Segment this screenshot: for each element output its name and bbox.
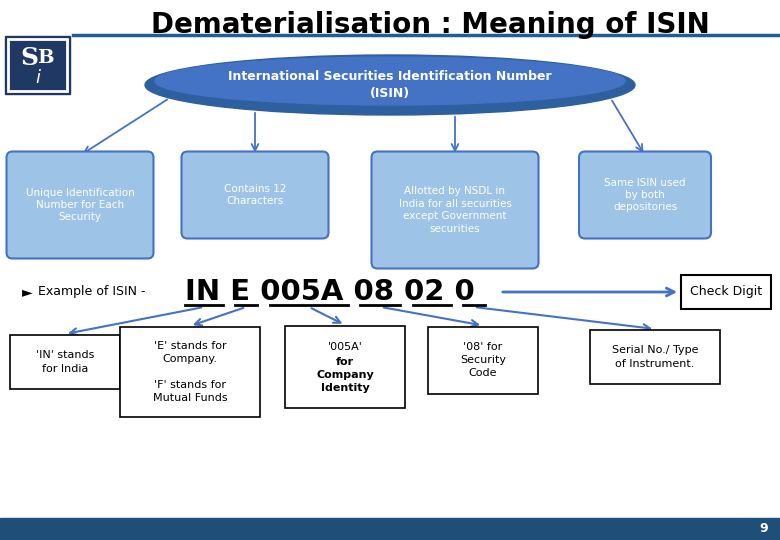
- FancyBboxPatch shape: [590, 330, 720, 384]
- Text: S: S: [20, 46, 38, 70]
- Text: '08' for
Security
Code: '08' for Security Code: [460, 342, 506, 378]
- Text: B: B: [37, 49, 54, 67]
- Ellipse shape: [145, 55, 635, 115]
- Text: Allotted by NSDL in
India for all securities
except Government
securities: Allotted by NSDL in India for all securi…: [399, 186, 512, 234]
- Bar: [5, 36, 70, 94]
- Text: Same ISIN used
by both
depositories: Same ISIN used by both depositories: [604, 178, 686, 212]
- FancyBboxPatch shape: [120, 327, 260, 417]
- Text: Example of ISIN -: Example of ISIN -: [38, 286, 146, 299]
- Text: Check Digit: Check Digit: [690, 286, 762, 299]
- FancyBboxPatch shape: [681, 275, 771, 309]
- Text: for
Company
Identity: for Company Identity: [316, 357, 374, 393]
- FancyBboxPatch shape: [10, 335, 120, 389]
- FancyBboxPatch shape: [6, 152, 154, 259]
- Text: '005A': '005A': [328, 342, 363, 352]
- Text: ►: ►: [22, 285, 33, 299]
- Text: 9: 9: [760, 523, 768, 536]
- FancyBboxPatch shape: [182, 152, 328, 239]
- Text: Dematerialisation : Meaning of ISIN: Dematerialisation : Meaning of ISIN: [151, 11, 709, 39]
- Text: 'IN' stands
for India: 'IN' stands for India: [36, 350, 94, 374]
- FancyBboxPatch shape: [579, 152, 711, 239]
- Text: 'E' stands for
Company.

'F' stands for
Mutual Funds: 'E' stands for Company. 'F' stands for M…: [153, 341, 227, 403]
- Bar: [8, 39, 67, 91]
- Text: Unique Identification
Number for Each
Security: Unique Identification Number for Each Se…: [26, 187, 134, 222]
- Text: International Securities Identification Number: International Securities Identification …: [229, 71, 551, 84]
- Text: Contains 12
Characters: Contains 12 Characters: [224, 184, 286, 206]
- Text: i: i: [35, 69, 40, 87]
- Text: (ISIN): (ISIN): [370, 86, 410, 99]
- Bar: [0, 518, 780, 540]
- Text: IN E 005A 08 02 0: IN E 005A 08 02 0: [185, 278, 475, 306]
- FancyBboxPatch shape: [371, 152, 538, 268]
- Ellipse shape: [155, 57, 625, 105]
- Text: Serial No./ Type
of Instrument.: Serial No./ Type of Instrument.: [612, 346, 698, 369]
- FancyBboxPatch shape: [428, 327, 538, 394]
- FancyBboxPatch shape: [285, 326, 405, 408]
